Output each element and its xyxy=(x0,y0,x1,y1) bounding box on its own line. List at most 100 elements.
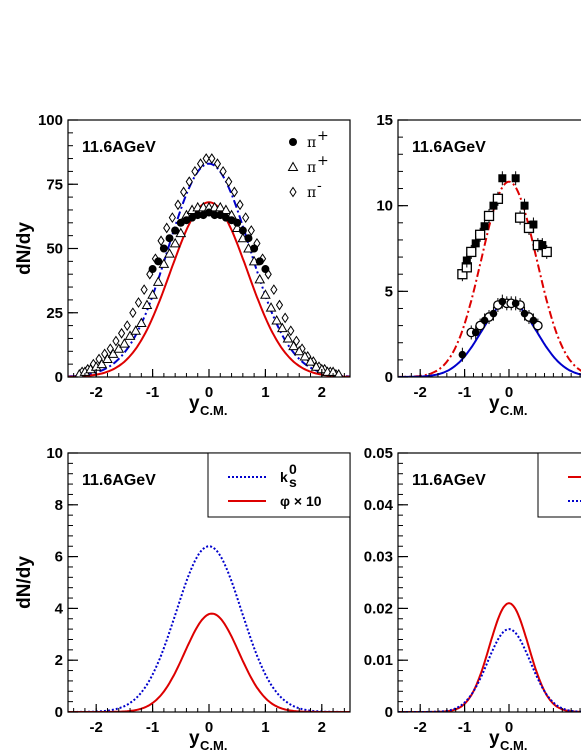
triangle-marker xyxy=(288,340,299,351)
x-tick-label: -2 xyxy=(90,719,103,736)
open-square-marker xyxy=(474,229,486,240)
circle-marker xyxy=(148,265,157,274)
filled-circle-marker xyxy=(458,350,467,359)
y-tick-label: 25 xyxy=(46,305,63,322)
triangle-marker xyxy=(214,201,226,212)
legend-label: k xyxy=(280,469,288,485)
diamond-marker xyxy=(174,199,182,211)
triangle-marker xyxy=(169,237,181,248)
y-tick-label: 75 xyxy=(46,176,63,193)
triangle-marker xyxy=(293,345,305,356)
filled-square-marker xyxy=(498,174,507,183)
diamond-marker xyxy=(185,176,193,188)
legend: k s0 φ × 10 xyxy=(207,452,351,518)
x-axis-label: y xyxy=(489,393,500,414)
circle-marker xyxy=(233,218,242,227)
filled-circle-marker xyxy=(498,297,507,306)
circle-marker xyxy=(244,234,253,243)
circle-marker xyxy=(171,226,180,235)
circle-marker xyxy=(255,257,264,266)
x-tick-label: 2 xyxy=(318,719,326,736)
legend-label-superscript: + xyxy=(317,153,329,169)
y-tick-label: 4 xyxy=(55,600,64,617)
triangle-marker xyxy=(254,273,266,284)
x-axis-label: y xyxy=(489,728,500,749)
x-axis-label-subscript: C.M. xyxy=(500,403,527,418)
diamond-marker xyxy=(163,222,171,234)
y-tick-label: 100 xyxy=(38,112,63,129)
x-tick-label: 1 xyxy=(261,719,269,736)
filled-circle-marker xyxy=(480,316,489,325)
legend-box xyxy=(207,452,351,518)
triangle-marker xyxy=(310,361,322,371)
circle-marker xyxy=(165,234,174,243)
y-tick-label: 10 xyxy=(46,445,63,462)
diamond-marker xyxy=(208,153,216,164)
y-tick-label: 0 xyxy=(385,369,393,386)
y-tick-label: 2 xyxy=(55,652,63,669)
curve-1 xyxy=(398,180,581,377)
legend-box xyxy=(537,452,581,518)
triangle-marker xyxy=(130,325,142,335)
legend-label: π xyxy=(307,185,316,201)
diamond-marker xyxy=(270,284,278,296)
data-series-1 xyxy=(457,191,552,282)
diamond-marker xyxy=(196,158,205,170)
triangle-marker xyxy=(124,330,136,340)
diamond-marker xyxy=(281,312,289,324)
filled-square-marker xyxy=(538,241,547,250)
diamond-marker xyxy=(230,186,238,198)
x-axis-label: y xyxy=(189,728,200,749)
triangle-marker xyxy=(102,353,113,364)
triangle-marker xyxy=(107,348,119,358)
diamond-marker xyxy=(247,225,255,236)
x-axis-label-subscript: C.M. xyxy=(200,403,227,418)
triangle-marker xyxy=(96,358,108,369)
diamond-marker xyxy=(168,212,176,224)
filled-square-marker xyxy=(489,201,498,210)
filled-circle-marker xyxy=(489,309,498,318)
circle-marker xyxy=(289,138,297,146)
x-axis-label-subscript: C.M. xyxy=(200,738,227,752)
legend-label-superscript: - xyxy=(317,178,322,194)
y-tick-label: 0.04 xyxy=(364,497,394,514)
x-tick-label: 0 xyxy=(505,384,513,401)
triangle-marker xyxy=(113,343,125,353)
triangle-marker xyxy=(265,302,277,312)
legend-label: π xyxy=(307,135,316,151)
energy-annotation: 11.6AGeV xyxy=(412,472,486,489)
x-tick-label: -1 xyxy=(458,384,471,401)
filled-circle-marker xyxy=(471,328,480,337)
diamond-marker xyxy=(129,307,137,319)
y-axis-label: dN/dy xyxy=(14,222,35,275)
open-square-marker xyxy=(514,212,526,223)
legend-label-subscript: s xyxy=(289,474,297,490)
y-tick-label: 0.05 xyxy=(364,445,393,462)
triangle-marker xyxy=(287,161,299,171)
x-tick-label: -1 xyxy=(146,384,159,401)
triangle-marker xyxy=(260,289,271,299)
diamond-marker xyxy=(219,165,227,177)
x-tick-label: 0 xyxy=(205,384,213,401)
circle-marker xyxy=(193,211,202,220)
diamond-marker xyxy=(225,176,233,188)
circle-marker xyxy=(154,257,163,266)
diamond-marker xyxy=(112,335,120,347)
diamond-marker xyxy=(157,235,165,247)
energy-annotation: 11.6AGeV xyxy=(412,139,486,156)
diamond-marker xyxy=(202,153,210,164)
y-tick-label: 0.01 xyxy=(364,652,393,669)
data-series-3 xyxy=(148,208,270,274)
x-tick-label: -2 xyxy=(414,384,427,401)
y-tick-label: 0 xyxy=(55,369,63,386)
chart-panel-4: -2 -1 0 0 0.01 0.02 0.03 0.04 0.05 y C.M. 11.6AGeV xyxy=(364,445,581,752)
filled-square-marker xyxy=(471,239,480,248)
diamond-marker xyxy=(242,212,250,224)
x-tick-label: -1 xyxy=(458,719,471,736)
filled-square-marker xyxy=(511,174,520,183)
triangle-marker xyxy=(282,332,294,343)
diamond-marker xyxy=(213,158,222,170)
legend: π +π +π - xyxy=(287,128,329,201)
y-tick-label: 15 xyxy=(376,112,393,129)
x-axis-label: y xyxy=(189,393,200,414)
